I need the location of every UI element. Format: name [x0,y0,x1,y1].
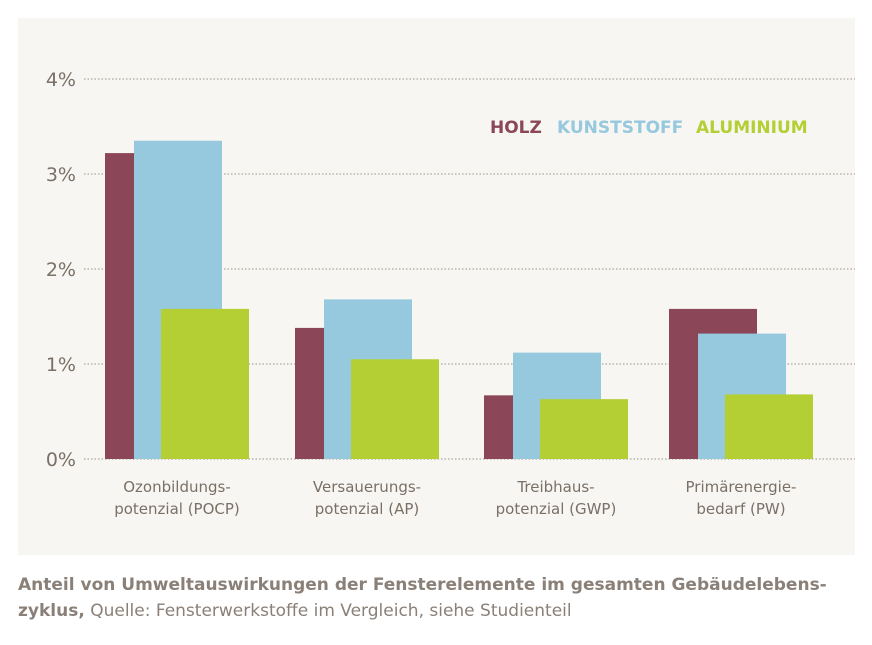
y-tick-label: 0% [46,449,76,471]
x-tick-label: bedarf (PW) [696,500,785,518]
caption-source: Quelle: Fensterwerkstoffe im Vergleich, … [84,601,572,621]
x-tick-label: Ozonbildungs- [123,478,231,496]
bar-aluminium [725,394,813,459]
bar-aluminium [351,359,439,459]
y-tick-label: 1% [46,354,76,376]
x-tick-label: Versauerungs- [313,478,421,496]
x-tick-label: potenzial (AP) [315,500,420,518]
x-tick-label: potenzial (GWP) [496,500,617,518]
x-tick-label: Primärenergie- [686,478,797,496]
legend-aluminium: ALUMINIUM [696,118,808,138]
x-tick-label: Treibhaus- [516,478,594,496]
y-tick-label: 2% [46,259,76,281]
legend-kunststoff: KUNSTSTOFF [557,118,683,138]
caption-title: Anteil von Umweltauswirkungen der Fenste… [18,575,827,621]
y-tick-label: 3% [46,164,76,186]
legend-holz: HOLZ [490,118,542,138]
bar-chart: 0% 1% 2% 3% 4% Ozonbildungs-potenzial (POCP) V… [46,69,855,518]
chart-caption: Anteil von Umweltauswirkungen der Fenste… [18,572,858,624]
x-tick-label: potenzial (POCP) [114,500,240,518]
bar-aluminium [161,308,249,459]
bar-aluminium [540,399,628,459]
y-tick-label: 4% [46,69,76,91]
